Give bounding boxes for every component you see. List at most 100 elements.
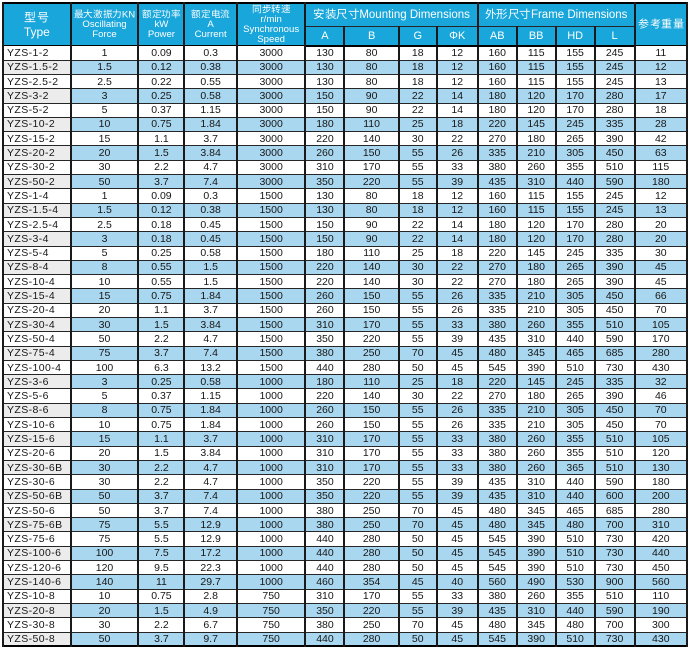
- value-cell: 30: [397, 274, 438, 290]
- value-cell: 440: [304, 631, 346, 647]
- cjk-glyph: [211, 9, 220, 19]
- value-cell: 335: [476, 288, 518, 304]
- value-cell: 3.7: [137, 502, 186, 519]
- value-cell: 1.5: [69, 59, 140, 75]
- value-cell: 260: [515, 159, 557, 176]
- value-cell: 160: [476, 188, 518, 204]
- value-cell: 155: [554, 45, 596, 61]
- value-cell: 310: [515, 174, 557, 190]
- value-cell: 270: [476, 259, 518, 276]
- value-cell: 245: [593, 59, 636, 75]
- value-cell: 115: [515, 202, 557, 218]
- value-cell: 15: [69, 431, 140, 447]
- value-cell: 245: [554, 116, 596, 133]
- value-cell: 245: [593, 73, 636, 90]
- value-cell: 345: [515, 617, 557, 633]
- value-cell: 9.7: [183, 631, 238, 647]
- value-cell: 3000: [235, 45, 307, 61]
- model-cell: YZS-8-4: [2, 259, 72, 276]
- model-cell: YZS-140-6: [2, 574, 72, 590]
- cjk-glyph: [271, 4, 281, 14]
- value-cell: 335: [593, 374, 636, 390]
- value-cell: 20: [69, 445, 140, 461]
- value-cell: 0.12: [137, 59, 186, 75]
- model-cell: YZS-5-6: [2, 388, 72, 404]
- value-cell: 130: [304, 45, 346, 61]
- value-cell: 310: [515, 488, 557, 504]
- value-cell: 50: [397, 631, 438, 647]
- value-cell: 440: [304, 545, 346, 562]
- value-cell: 30: [633, 245, 689, 261]
- value-cell: 55: [397, 402, 438, 419]
- value-cell: 310: [304, 431, 346, 447]
- value-cell: 730: [593, 560, 636, 576]
- value-cell: 260: [515, 316, 557, 333]
- value-cell: 70: [633, 402, 689, 419]
- model-cell: YZS-2.5-4: [2, 216, 72, 233]
- cjk-glyph: [314, 8, 325, 20]
- value-cell: 0.09: [137, 45, 186, 61]
- model-cell: YZS-30-4: [2, 316, 72, 333]
- value-cell: 180: [476, 216, 518, 233]
- value-cell: 450: [593, 417, 636, 433]
- value-cell: 2.5: [69, 73, 140, 90]
- value-cell: 1.1: [137, 131, 186, 147]
- value-cell: 2.2: [137, 474, 186, 490]
- model-cell: YZS-30-6: [2, 474, 72, 490]
- value-cell: 310: [304, 159, 346, 176]
- col-header-hd: HD: [554, 25, 596, 47]
- value-cell: 3000: [235, 88, 307, 104]
- value-cell: 365: [554, 459, 596, 476]
- value-cell: 0.38: [183, 59, 238, 75]
- value-cell: 590: [593, 474, 636, 490]
- value-cell: 18: [633, 102, 689, 118]
- value-cell: 1.84: [183, 288, 238, 304]
- value-cell: 7.4: [183, 488, 238, 504]
- value-cell: 1.5: [137, 602, 186, 619]
- value-cell: 335: [476, 402, 518, 419]
- value-cell: 310: [304, 445, 346, 461]
- value-cell: 140: [343, 259, 400, 276]
- table-row: YZS-3-2 3 0.25 0.58 3000 150 90 22 14 180 120 170 28…: [2, 88, 689, 104]
- table-row: YZS-2.5-4 2.5 0.18 0.45 1500 150 90 22 14 180 120 1…: [2, 216, 689, 233]
- cjk-glyph: [161, 9, 171, 19]
- cjk-glyph: [252, 4, 261, 14]
- value-cell: 220: [304, 274, 346, 290]
- table-row: YZS-15-6 15 1.1 3.7 1000 310 170 55 33 380 260 355 5…: [2, 431, 689, 447]
- value-cell: 250: [343, 345, 400, 361]
- value-cell: 220: [476, 116, 518, 133]
- model-cell: YZS-1.5-2: [2, 59, 72, 75]
- value-cell: 900: [593, 574, 636, 590]
- value-cell: 3000: [235, 159, 307, 176]
- value-cell: 180: [476, 231, 518, 247]
- table-row: YZS-3-4 3 0.18 0.45 1500 150 90 22 14 180 120 170 28…: [2, 231, 689, 247]
- value-cell: 150: [304, 231, 346, 247]
- table-row: YZS-75-6 75 5.5 12.9 1000 440 280 50 45 545 390 510…: [2, 531, 689, 547]
- value-cell: 18: [397, 202, 438, 218]
- value-cell: 10: [69, 274, 140, 290]
- value-cell: 55: [397, 445, 438, 461]
- value-cell: 280: [343, 560, 400, 576]
- value-cell: 1500: [235, 316, 307, 333]
- value-cell: 3000: [235, 145, 307, 161]
- cjk-glyph: [496, 8, 508, 20]
- value-cell: 245: [554, 374, 596, 390]
- value-cell: 0.09: [137, 188, 186, 204]
- value-cell: 1500: [235, 231, 307, 247]
- model-cell: YZS-10-4: [2, 274, 72, 290]
- value-cell: 29.7: [183, 574, 238, 590]
- value-cell: 310: [304, 588, 346, 604]
- value-cell: 220: [304, 259, 346, 276]
- value-cell: 590: [593, 331, 636, 347]
- value-cell: 50: [397, 545, 438, 562]
- col-header-a: A: [304, 25, 346, 47]
- value-cell: 465: [554, 502, 596, 519]
- value-cell: 300: [633, 617, 689, 633]
- cjk-glyph: [93, 9, 103, 19]
- value-cell: 435: [476, 174, 518, 190]
- model-cell: YZS-120-6: [2, 560, 72, 576]
- value-cell: 510: [593, 431, 636, 447]
- header-row-groups: Type KN Oscillating Force kW Power: [2, 2, 689, 47]
- value-cell: 220: [476, 374, 518, 390]
- value-cell: 18: [397, 59, 438, 75]
